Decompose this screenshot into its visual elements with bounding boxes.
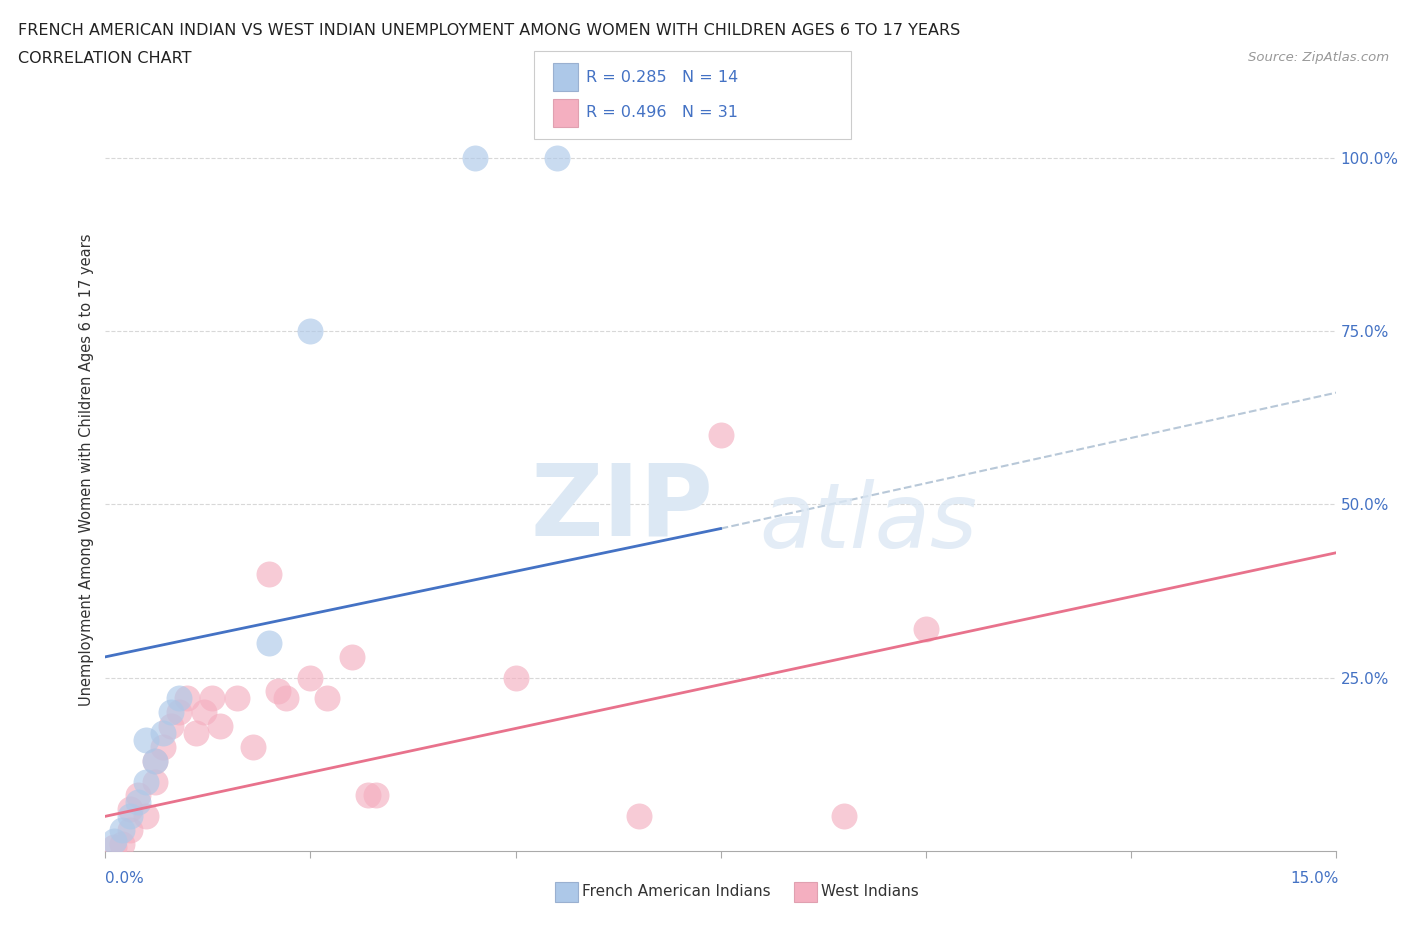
Point	[120, 809, 141, 824]
Point	[242, 739, 264, 754]
Point	[143, 774, 166, 789]
Point	[152, 739, 174, 754]
Point	[546, 151, 568, 166]
Point	[111, 837, 134, 852]
Point	[316, 691, 339, 706]
Text: West Indians: West Indians	[821, 884, 920, 899]
Point	[103, 840, 125, 855]
Point	[184, 725, 207, 740]
Point	[274, 691, 297, 706]
Point	[143, 753, 166, 768]
Text: 15.0%: 15.0%	[1291, 871, 1339, 886]
Point	[120, 802, 141, 817]
Point	[160, 719, 183, 734]
Point	[225, 691, 247, 706]
Point	[120, 823, 141, 838]
Point	[111, 823, 134, 838]
Point	[152, 725, 174, 740]
Text: atlas: atlas	[759, 479, 977, 567]
Text: R = 0.285   N = 14: R = 0.285 N = 14	[586, 70, 738, 85]
Point	[299, 671, 322, 685]
Point	[201, 691, 224, 706]
Text: Source: ZipAtlas.com: Source: ZipAtlas.com	[1249, 51, 1389, 64]
Point	[169, 705, 191, 720]
Text: French American Indians: French American Indians	[582, 884, 770, 899]
Y-axis label: Unemployment Among Women with Children Ages 6 to 17 years: Unemployment Among Women with Children A…	[79, 233, 94, 706]
Text: R = 0.496   N = 31: R = 0.496 N = 31	[586, 105, 738, 121]
Point	[135, 733, 157, 748]
Point	[259, 635, 281, 650]
Point	[357, 788, 380, 803]
Point	[135, 809, 157, 824]
Point	[267, 684, 290, 699]
Point	[366, 788, 388, 803]
Point	[914, 621, 936, 636]
Point	[176, 691, 198, 706]
Point	[135, 774, 157, 789]
Point	[209, 719, 232, 734]
Point	[832, 809, 855, 824]
Text: CORRELATION CHART: CORRELATION CHART	[18, 51, 191, 66]
Point	[127, 795, 149, 810]
Text: ZIP: ZIP	[530, 459, 714, 556]
Text: 0.0%: 0.0%	[105, 871, 145, 886]
Point	[505, 671, 527, 685]
Point	[103, 833, 125, 848]
Point	[710, 428, 733, 443]
Point	[627, 809, 650, 824]
Text: FRENCH AMERICAN INDIAN VS WEST INDIAN UNEMPLOYMENT AMONG WOMEN WITH CHILDREN AGE: FRENCH AMERICAN INDIAN VS WEST INDIAN UN…	[18, 23, 960, 38]
Point	[299, 324, 322, 339]
Point	[143, 753, 166, 768]
Point	[259, 566, 281, 581]
Point	[193, 705, 215, 720]
Point	[169, 691, 191, 706]
Point	[160, 705, 183, 720]
Point	[340, 649, 363, 664]
Point	[127, 788, 149, 803]
Point	[464, 151, 486, 166]
